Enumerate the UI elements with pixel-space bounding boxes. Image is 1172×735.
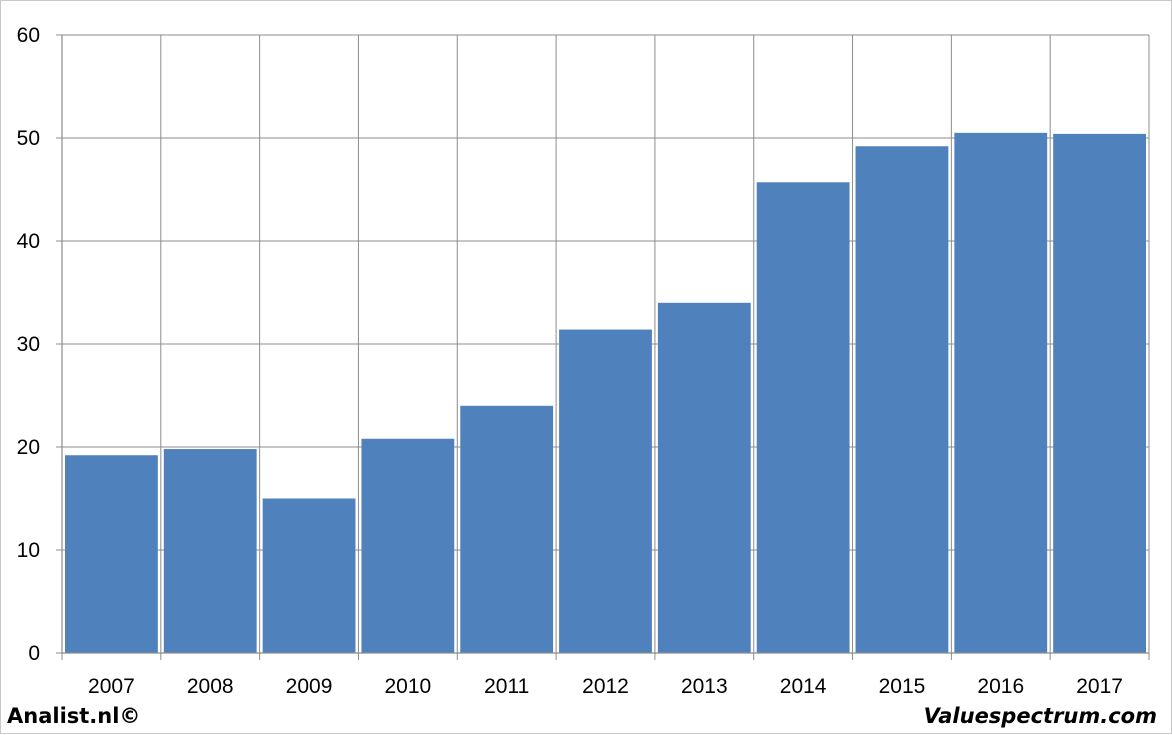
bar-2008 bbox=[163, 449, 257, 653]
x-tick-label: 2009 bbox=[286, 675, 333, 698]
y-tick-label: 60 bbox=[17, 24, 40, 47]
bar-2015 bbox=[855, 146, 949, 654]
x-tick-label: 2012 bbox=[582, 675, 629, 698]
x-tick-label: 2013 bbox=[681, 675, 728, 698]
bar-2017 bbox=[1053, 133, 1146, 653]
bar-2011 bbox=[460, 405, 554, 653]
x-tick-label: 2016 bbox=[977, 675, 1024, 698]
x-tick-label: 2010 bbox=[385, 675, 432, 698]
bar-2007 bbox=[65, 455, 158, 653]
y-tick-label: 40 bbox=[17, 230, 40, 253]
bar-2014 bbox=[756, 182, 850, 654]
y-tick-label: 20 bbox=[17, 436, 40, 459]
x-tick-label: 2015 bbox=[879, 675, 926, 698]
x-tick-label: 2007 bbox=[88, 675, 135, 698]
y-tick-label: 10 bbox=[17, 539, 40, 562]
source-credit-right: Valuespectrum.com bbox=[923, 704, 1157, 728]
bar-2009 bbox=[262, 498, 356, 653]
x-tick-label: 2008 bbox=[187, 675, 234, 698]
source-credit-left: Analist.nl© bbox=[7, 704, 141, 728]
y-tick-label: 30 bbox=[17, 333, 40, 356]
bar-2012 bbox=[559, 329, 652, 653]
x-tick-label: 2014 bbox=[780, 675, 827, 698]
bar-2016 bbox=[954, 132, 1048, 654]
bar-2013 bbox=[657, 302, 751, 653]
y-tick-label: 50 bbox=[17, 127, 40, 150]
y-tick-label: 0 bbox=[28, 642, 40, 665]
bar-2010 bbox=[361, 438, 455, 653]
x-tick-label: 2017 bbox=[1076, 675, 1123, 698]
x-tick-label: 2011 bbox=[484, 675, 529, 698]
